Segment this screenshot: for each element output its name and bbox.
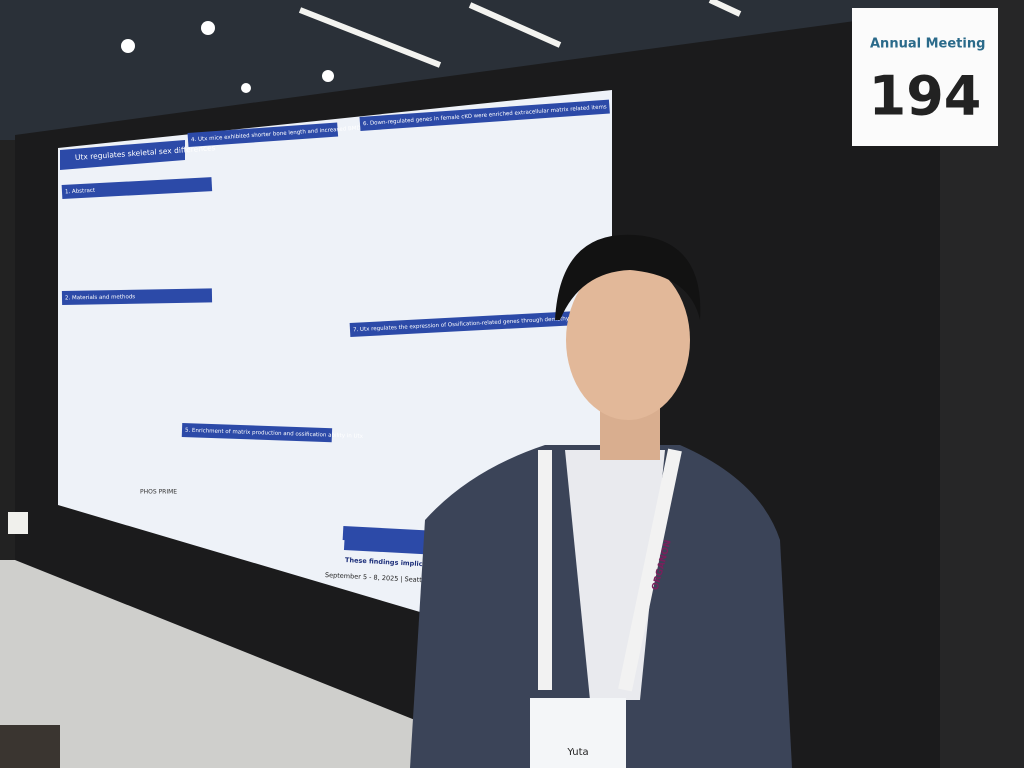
bag bbox=[0, 725, 60, 768]
conclusion-box bbox=[343, 530, 440, 555]
section-title: 1. Abstract bbox=[65, 188, 96, 196]
section-header bbox=[349, 309, 601, 337]
hair bbox=[555, 234, 701, 320]
section-header bbox=[187, 122, 339, 147]
section-header bbox=[61, 177, 213, 199]
badge bbox=[530, 698, 626, 768]
light bbox=[121, 39, 135, 53]
board-edge bbox=[940, 0, 1024, 768]
face bbox=[566, 260, 690, 420]
section-header bbox=[61, 288, 213, 305]
light bbox=[468, 2, 562, 48]
light bbox=[241, 83, 251, 93]
light bbox=[298, 7, 442, 68]
section-header bbox=[359, 99, 610, 131]
light bbox=[201, 21, 215, 35]
badge-name: Yuta bbox=[566, 747, 588, 758]
sign bbox=[852, 8, 998, 146]
cup bbox=[8, 512, 28, 534]
sign-number: 194 bbox=[869, 65, 982, 128]
poster-header bbox=[60, 140, 185, 170]
sign-brand: Annual Meeting bbox=[870, 37, 985, 52]
light bbox=[708, 0, 742, 17]
lanyard bbox=[618, 448, 682, 692]
section-header bbox=[181, 423, 333, 443]
sponsor: PHOS PRIME bbox=[140, 489, 177, 496]
light bbox=[322, 70, 334, 82]
section-title: 2. Materials and methods bbox=[65, 294, 135, 301]
